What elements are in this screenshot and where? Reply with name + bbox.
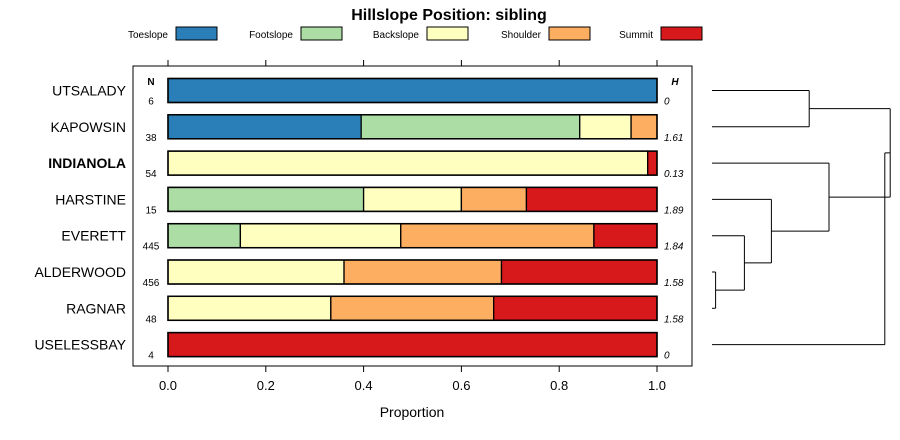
h-column-header: H (671, 77, 679, 88)
n-value-everett: 445 (143, 242, 160, 253)
row-label-everett: EVERETT (61, 228, 126, 244)
row-label-utsalady: UTSALADY (52, 83, 127, 99)
bar-segment-harstine-footslope (167, 186, 365, 213)
bar-segment-everett-summit (593, 223, 658, 249)
bar-segment-everett-backslope (239, 223, 402, 249)
bar-segment-kapowsin-footslope (360, 114, 581, 140)
bar-outline-harstine (167, 186, 658, 213)
bar-segment-harstine-shoulder (460, 186, 528, 213)
row-label-harstine: HARSTINE (55, 191, 126, 207)
plot-panel (132, 65, 693, 367)
bar-segment-harstine-backslope (362, 186, 463, 213)
x-tick-label: 0.8 (550, 378, 568, 393)
legend-swatch-shoulder (548, 26, 591, 41)
h-value-uselessbay: 0 (664, 351, 670, 362)
bar-segment-kapowsin-toeslope (167, 114, 362, 140)
chart-title: Hillslope Position: sibling (351, 7, 547, 24)
n-value-harstine: 15 (145, 205, 157, 216)
legend-swatch-backslope (426, 26, 469, 41)
x-tick-label: 1.0 (648, 378, 666, 393)
legend-label-toeslope: Toeslope (128, 30, 168, 41)
legend-label-shoulder: Shoulder (501, 30, 542, 41)
x-tick-label: 0.0 (159, 378, 177, 393)
h-value-kapowsin: 1.61 (664, 133, 683, 144)
legend-swatch-summit (660, 26, 703, 41)
h-value-ragnar: 1.58 (664, 314, 684, 325)
bar-outline-indianola (167, 150, 658, 176)
h-value-indianola: 0.13 (664, 169, 684, 180)
row-label-indianola: INDIANOLA (48, 155, 126, 171)
bar-segment-everett-shoulder (400, 223, 595, 249)
legend-label-backslope: Backslope (373, 30, 420, 41)
bar-segment-everett-footslope (167, 223, 242, 249)
row-label-kapowsin: KAPOWSIN (51, 119, 126, 135)
bars (167, 77, 658, 358)
legend-swatch-toeslope (175, 26, 218, 41)
bar-segment-harstine-summit (525, 186, 658, 213)
x-axis-title: Proportion (380, 404, 445, 420)
bar-segment-ragnar-summit (493, 295, 658, 321)
n-value-uselessbay: 4 (148, 351, 154, 362)
row-label-alderwood: ALDERWOOD (34, 264, 126, 280)
bar-segment-alderwood-backslope (167, 259, 345, 285)
n-value-alderwood: 456 (143, 278, 160, 289)
row-label-ragnar: RAGNAR (66, 300, 126, 316)
bar-segment-alderwood-summit (500, 259, 658, 285)
n-column-header: N (147, 77, 154, 88)
n-value-indianola: 54 (145, 169, 157, 180)
n-value-kapowsin: 38 (145, 133, 157, 144)
bar-outline-everett (167, 222, 658, 249)
h-value-harstine: 1.89 (664, 205, 684, 216)
bar-outline-uselessbay (167, 331, 658, 358)
bar-segment-utsalady-toeslope (167, 77, 658, 104)
x-tick-label: 0.6 (452, 378, 470, 393)
bar-segment-indianola-summit (647, 150, 658, 176)
x-tick-label: 0.2 (257, 378, 275, 393)
bar-outline-alderwood (167, 259, 658, 285)
bar-segment-kapowsin-backslope (579, 114, 632, 140)
h-value-alderwood: 1.58 (664, 278, 684, 289)
legend-label-footslope: Footslope (249, 30, 293, 41)
top-axis-ticks (167, 60, 658, 66)
bar-outline-ragnar (167, 295, 658, 322)
bar-segment-uselessbay-summit (167, 331, 658, 358)
bar-segment-ragnar-backslope (167, 295, 332, 321)
row-labels: UTSALADY 6 0 KAPOWSIN 38 1.61 INDIANOLA 54 0.13 H… (34, 83, 683, 362)
legend-swatch-footslope (300, 26, 343, 41)
bar-outline-utsalady (167, 77, 658, 104)
n-value-ragnar: 48 (145, 314, 157, 325)
bar-segment-ragnar-shoulder (330, 295, 495, 321)
x-axis: 0.0 0.2 0.4 0.6 0.8 1.0 (159, 366, 666, 393)
legend: Toeslope Footslope Backslope Shoulder Summit (128, 26, 703, 41)
h-value-everett: 1.84 (664, 242, 684, 253)
bar-segment-alderwood-shoulder (343, 259, 503, 285)
dendrogram (712, 90, 891, 346)
bar-segment-indianola-backslope (167, 150, 649, 176)
bar-segment-kapowsin-shoulder (630, 114, 658, 140)
h-value-utsalady: 0 (664, 97, 670, 108)
bar-outline-kapowsin (167, 114, 658, 140)
row-label-uselessbay: USELESSBAY (34, 337, 126, 353)
n-value-utsalady: 6 (148, 97, 154, 108)
x-tick-label: 0.4 (355, 378, 373, 393)
legend-label-summit: Summit (619, 30, 653, 41)
